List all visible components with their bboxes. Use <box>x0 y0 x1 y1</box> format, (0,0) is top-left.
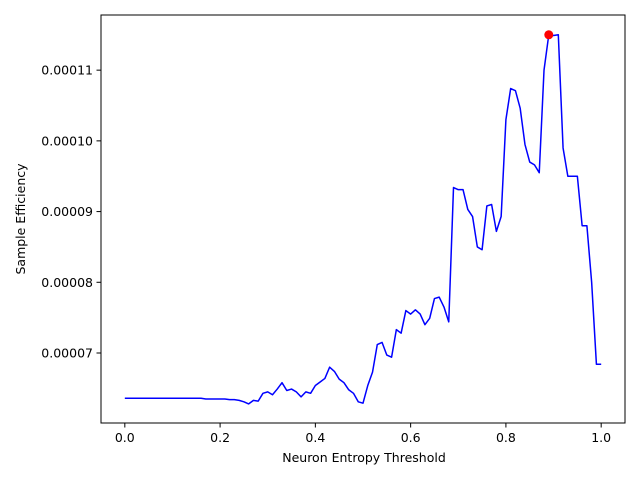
x-axis-ticks: 0.0 0.2 0.4 0.6 0.8 1.0 <box>115 423 611 445</box>
x-axis-label: Neuron Entropy Threshold <box>282 450 446 465</box>
y-tick-label: 0.00008 <box>41 275 93 290</box>
series-line-0 <box>124 34 602 405</box>
x-tick-label: 0.8 <box>496 430 516 445</box>
x-tick-label: 0.6 <box>401 430 421 445</box>
x-tick-label: 1.0 <box>591 430 611 445</box>
y-axis-label: Sample Efficiency <box>13 163 28 275</box>
max-point-marker <box>544 30 554 40</box>
x-tick-label: 0.4 <box>305 430 325 445</box>
y-tick-label: 0.00010 <box>41 133 93 148</box>
y-tick-label: 0.00009 <box>41 204 93 219</box>
y-tick-label: 0.00007 <box>41 345 93 360</box>
axes-frame <box>100 14 626 424</box>
x-tick-label: 0.0 <box>115 430 135 445</box>
x-tick-label: 0.2 <box>210 430 230 445</box>
y-tick-label: 0.00011 <box>41 63 93 78</box>
plot-area <box>100 14 626 424</box>
y-axis-ticks: 0.00007 0.00008 0.00009 0.00010 0.00011 <box>41 63 101 360</box>
